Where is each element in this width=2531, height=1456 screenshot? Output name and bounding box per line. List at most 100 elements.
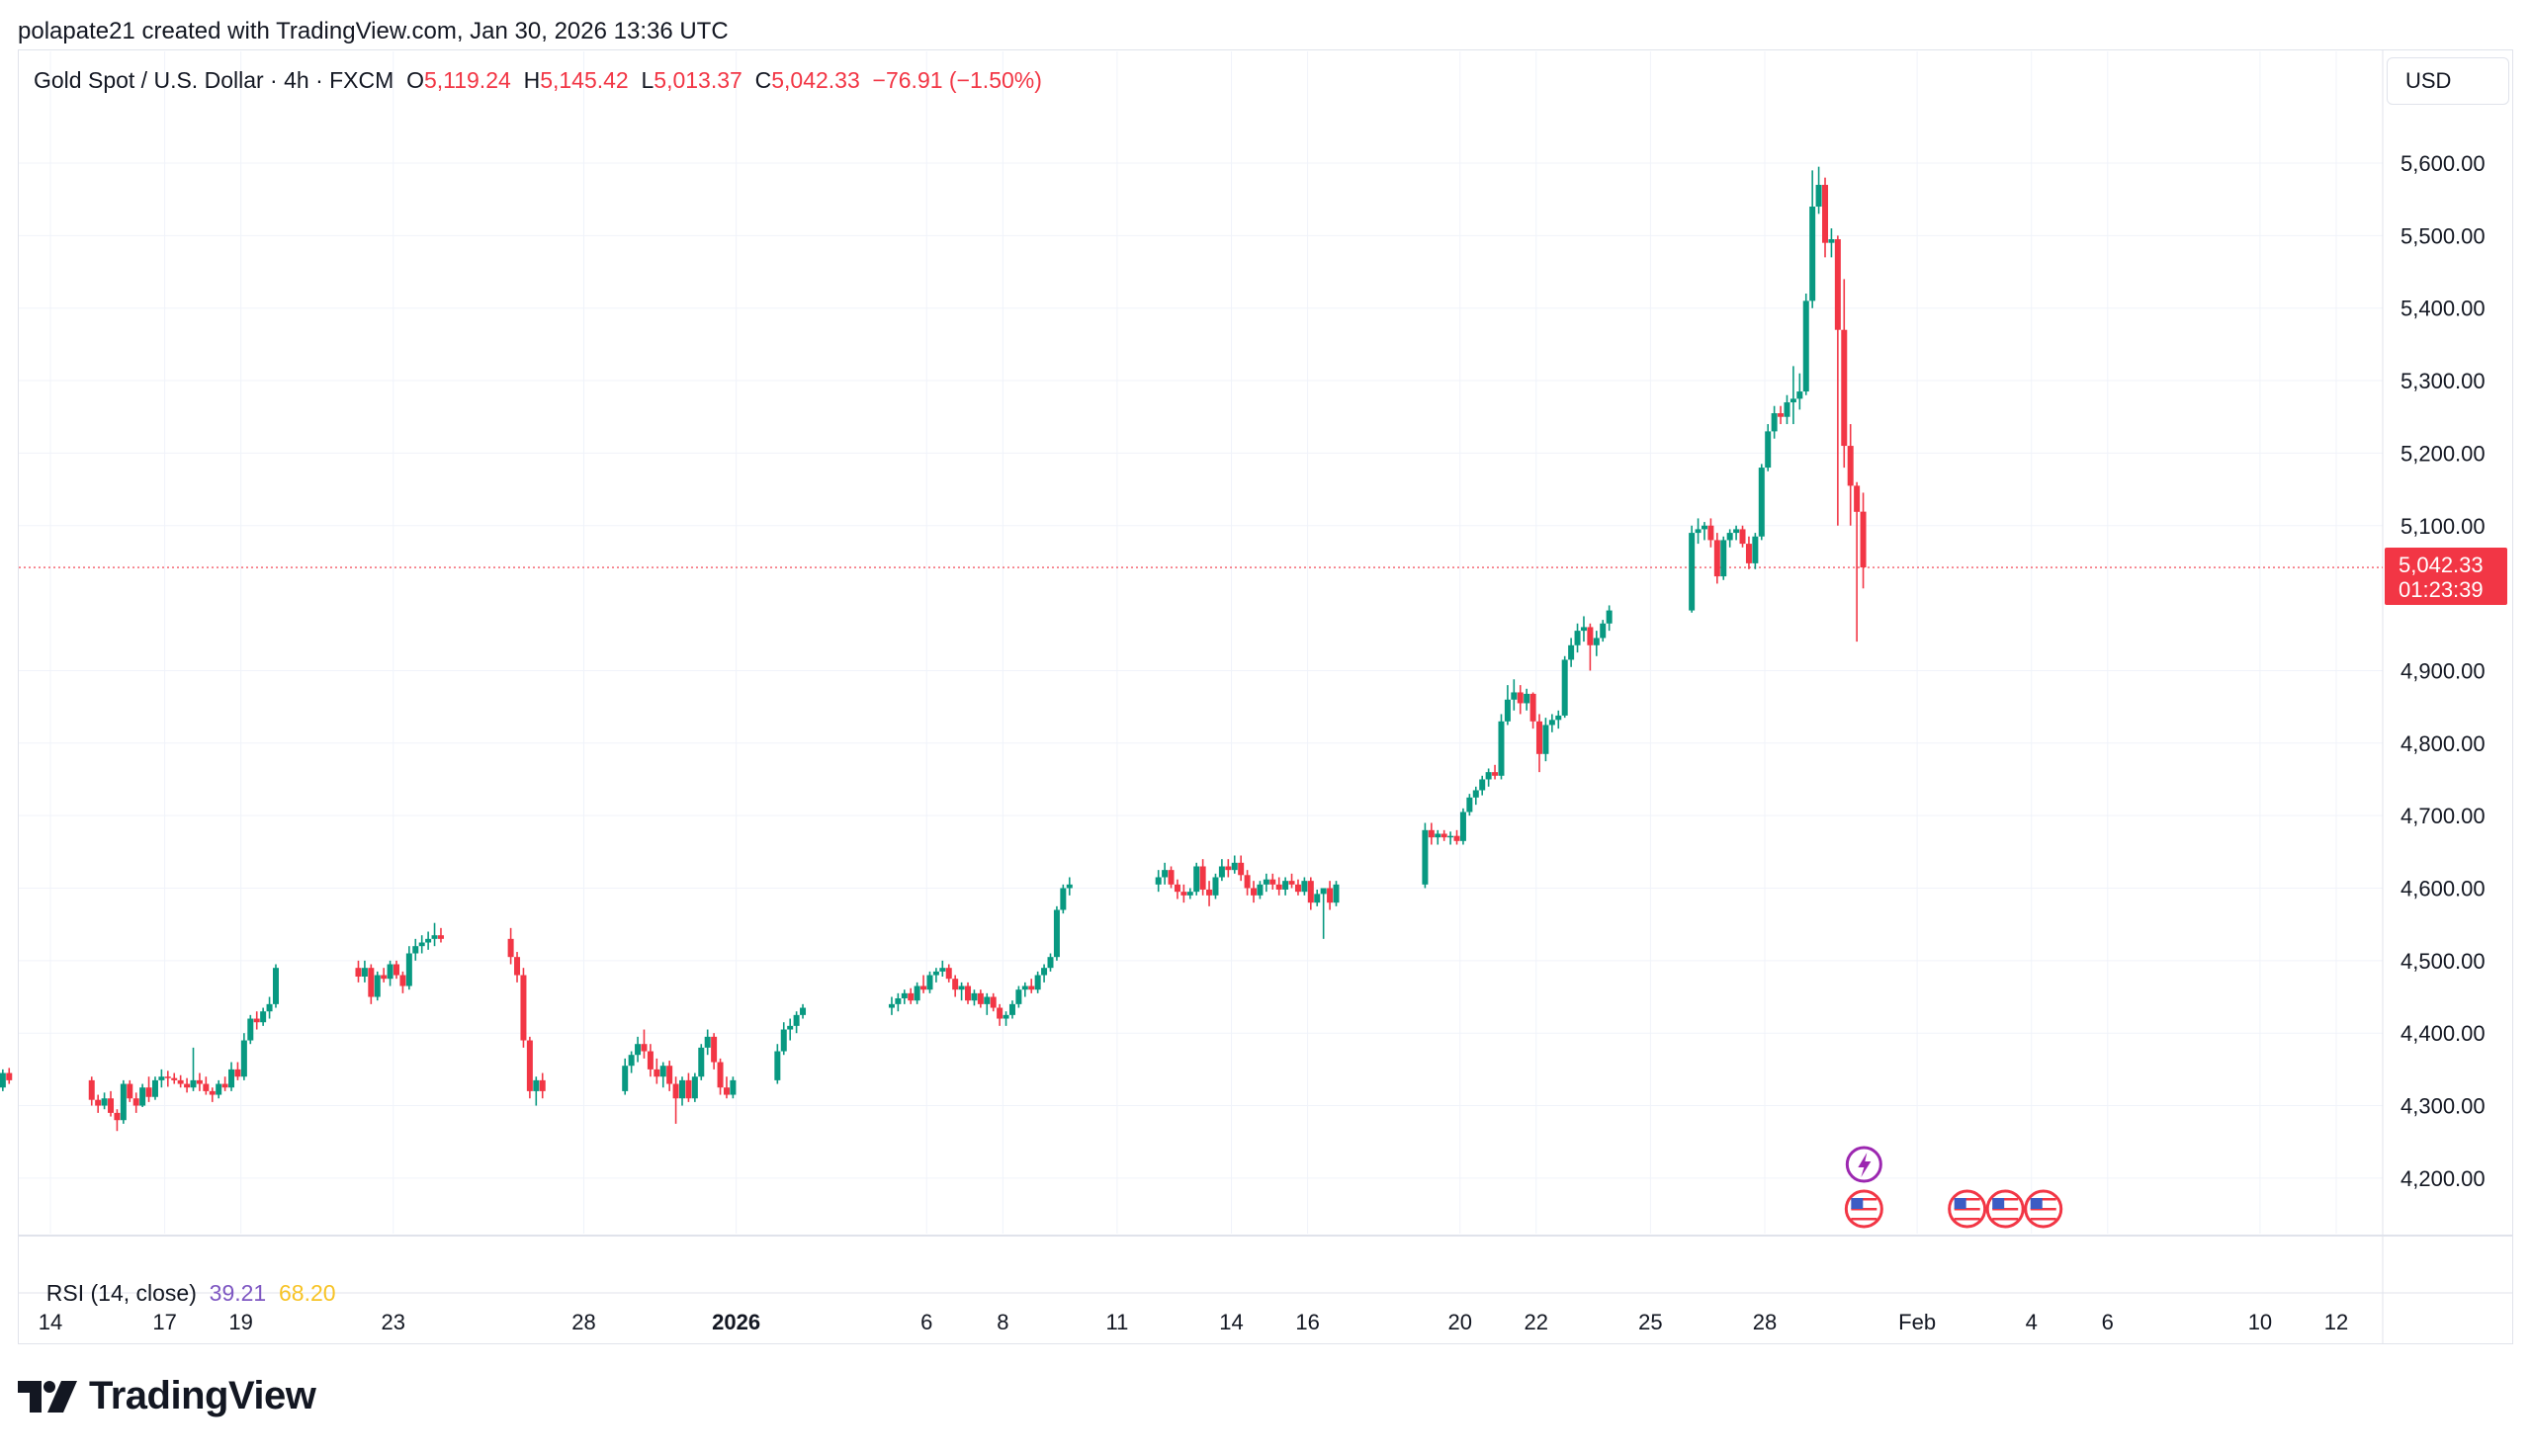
flag-stripe [1954,1213,1980,1216]
candle-body [1561,659,1568,716]
rsi-legend[interactable]: RSI (14, close) 39.21 68.20 [34,1253,336,1307]
x-tick-label: 22 [1525,1310,1548,1334]
candle-body [240,1040,247,1077]
candle [1263,873,1269,893]
candle [1796,373,1803,410]
candle-body [1689,533,1696,611]
flag-stripe [1954,1218,1980,1221]
candle [88,1076,95,1106]
candle-body [1580,627,1587,632]
candle [203,1076,210,1095]
candle-body [1504,699,1511,722]
candle [101,1092,108,1110]
candle-body [234,1069,241,1077]
candle [1435,829,1441,845]
candle-body [800,1007,807,1015]
candle [1206,881,1213,906]
candle-body [164,1076,171,1078]
candle [1003,1011,1009,1026]
tradingview-logo[interactable]: TradingView [18,1374,316,1418]
candle-body [1459,812,1466,841]
candle [1733,525,1740,541]
candle-body [418,942,425,947]
candle-body [1555,715,1562,721]
candle-body [939,968,946,972]
candle-body [1841,329,1848,447]
x-tick-label: 12 [2324,1310,2348,1334]
flag-canton [2030,1198,2043,1209]
candle [132,1092,139,1113]
candle-body [203,1083,210,1091]
candle [1447,831,1454,845]
candle-body [659,1066,666,1077]
candle [945,964,952,983]
candle [800,1003,807,1019]
candle-body [1511,692,1518,700]
candle [1282,877,1289,896]
candle-body [507,938,514,958]
candle-body [971,992,978,1001]
candle [1580,616,1587,642]
candle [1561,655,1568,719]
candle [666,1061,673,1091]
candle-body [1288,881,1295,885]
candle [1828,228,1835,258]
candle-body [628,1055,635,1067]
flag-stripe [2030,1198,2056,1201]
candle-body [965,985,972,1001]
candle-body [1529,693,1536,722]
candle [1504,685,1511,726]
candle [1466,794,1473,816]
candle-body [1720,540,1727,577]
flag-stripe [1851,1218,1877,1221]
candle [1765,424,1772,471]
candle-body [1275,884,1282,890]
candle-body [920,985,927,990]
candle [1752,533,1759,569]
candle [240,1033,247,1080]
candle-body [1593,638,1600,645]
y-tick-label: 4,300.00 [2400,1094,2486,1119]
candle [437,927,444,943]
candle-body [1758,468,1765,537]
x-tick-label: 25 [1638,1310,1662,1334]
candle-body [1498,721,1505,776]
y-tick-label: 4,700.00 [2400,804,2486,828]
candle [1542,718,1549,762]
candle-body [216,1083,222,1095]
candle-body [437,935,444,939]
x-tick-label: 10 [2248,1310,2272,1334]
candle [1162,862,1169,885]
candle-body [1168,870,1175,885]
currency-button[interactable]: USD [2387,57,2509,105]
candle [1485,768,1492,787]
x-tick-label: 28 [571,1310,595,1334]
x-tick-label: 6 [920,1310,932,1334]
candle [1695,518,1702,545]
candle [1186,888,1193,899]
candle-body [780,1029,787,1052]
candle [990,992,997,1012]
symbol-legend[interactable]: Gold Spot / U.S. Dollar · 4h · FXCM O 5,… [34,67,1042,94]
candle [1517,685,1524,715]
rsi-value: 39.21 [209,1280,267,1306]
candle-body [177,1079,184,1084]
candle-body [672,1083,679,1099]
chart-panel[interactable] [18,49,2513,1344]
candle [374,971,381,1001]
candle [1333,881,1340,906]
candle [901,989,908,1004]
candle [1606,605,1613,632]
candle-body [1834,239,1841,330]
candle [717,1058,724,1095]
candle-body [1021,985,1028,990]
candle [177,1074,184,1088]
candle-body [1320,888,1327,895]
x-tick-label: 11 [1106,1310,1129,1334]
candle [984,992,991,1015]
candle [139,1083,146,1108]
candle [393,960,400,980]
candle [1809,170,1816,308]
candle [1168,866,1175,889]
